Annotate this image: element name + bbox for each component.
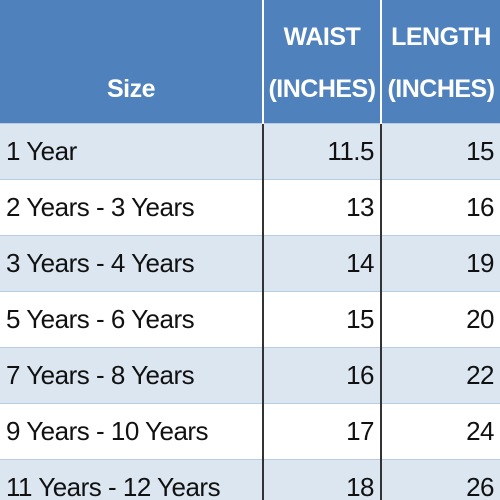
size-cell: 2 Years - 3 Years [0,179,264,236]
value-cell: 16 [263,347,382,404]
header-row: Size WAIST (INCHES) LENGTH (INCHES) [0,0,500,124]
header-cell: WAIST (INCHES) [263,0,382,124]
table-row: 5 Years - 6 Years 15 20 [0,291,500,348]
header-text: LENGTH [391,23,491,51]
table-body: 1 Year 11.5 15 2 Years - 3 Years 13 16 3 Years… [0,123,500,500]
table-row: 9 Years - 10 Years 17 24 [0,403,500,460]
value-cell: 22 [381,347,500,404]
table-row: 1 Year 11.5 15 [0,123,500,180]
header-text: (INCHES) [268,75,376,103]
value-cell: 24 [381,403,500,460]
header-text: Size [106,75,156,103]
value-cell: 18 [263,459,382,500]
header-cell: Size [0,0,264,124]
value-cell: 14 [263,235,382,292]
size-cell: 1 Year [0,123,264,180]
value-cell: 19 [381,235,500,292]
value-cell: 13 [263,179,382,236]
value-cell: 15 [263,291,382,348]
table-row: 3 Years - 4 Years 14 19 [0,235,500,292]
size-cell: 9 Years - 10 Years [0,403,264,460]
value-cell: 26 [381,459,500,500]
value-cell: 20 [381,291,500,348]
table-row: 7 Years - 8 Years 16 22 [0,347,500,404]
value-cell: 15 [381,123,500,180]
size-cell: 3 Years - 4 Years [0,235,264,292]
value-cell: 11.5 [263,123,382,180]
size-cell: 5 Years - 6 Years [0,291,264,348]
header-cell: LENGTH (INCHES) [381,0,500,124]
header-text: WAIST [283,23,361,51]
header-text: (INCHES) [387,75,495,103]
size-cell: 7 Years - 8 Years [0,347,264,404]
size-cell: 11 Years - 12 Years [0,459,264,500]
value-cell: 16 [381,179,500,236]
table-row: 11 Years - 12 Years 18 26 [0,459,500,500]
table-row: 2 Years - 3 Years 13 16 [0,179,500,236]
value-cell: 17 [263,403,382,460]
